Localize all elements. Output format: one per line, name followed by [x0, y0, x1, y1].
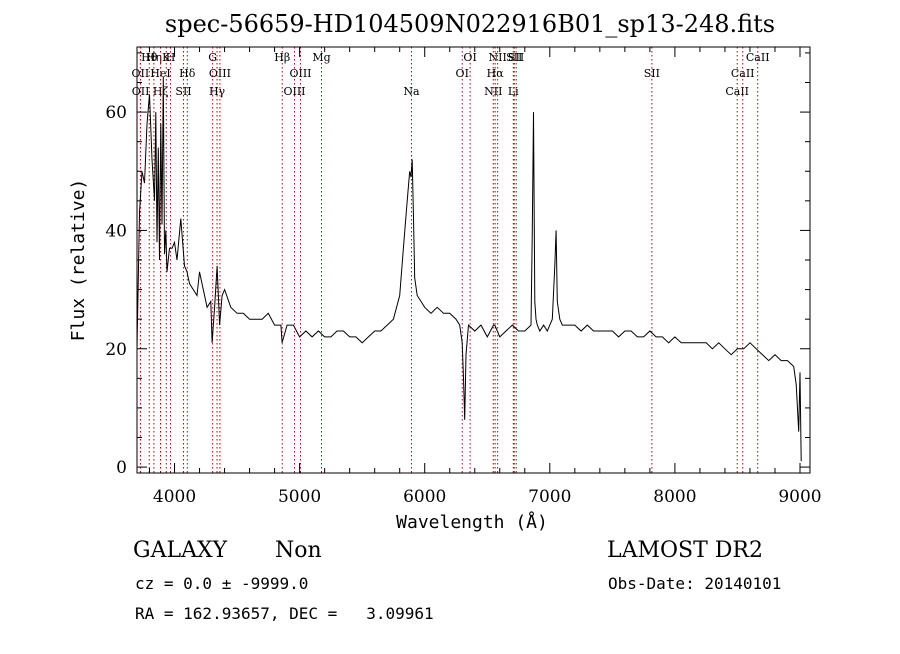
x-axis-label: Wavelength (Å): [396, 511, 548, 533]
marker-label-9: SII: [175, 85, 191, 98]
marker-label-7: H: [166, 51, 176, 64]
y-tick-label-0: 0: [116, 458, 127, 478]
x-tick-label-5000: 5000: [278, 487, 321, 507]
y-axis-label: Flux (relative): [68, 179, 89, 342]
marker-label-18: OI: [456, 67, 469, 80]
marker-label-29: CaII: [746, 51, 770, 64]
y-tick-label-40: 40: [105, 221, 127, 241]
marker-label-26: SII: [644, 67, 660, 80]
x-tick-label-9000: 9000: [778, 487, 821, 507]
marker-label-2: Hθ: [141, 51, 158, 64]
coordinates-line: RA = 162.93657, DEC = 3.09961: [135, 604, 434, 623]
x-tick-label-7000: 7000: [528, 487, 571, 507]
survey-name: LAMOST DR2: [607, 538, 763, 563]
y-tick-label-60: 60: [105, 103, 127, 123]
marker-label-13: Hβ: [274, 51, 290, 64]
marker-label-21: NII: [488, 51, 506, 64]
marker-label-15: OIII: [289, 67, 311, 80]
marker-label-14: OIII: [283, 85, 305, 98]
plot-frame: [136, 46, 811, 474]
x-axis: 4000 5000 6000 7000 8000 9000: [149, 47, 822, 507]
x-tick-label-4000: 4000: [153, 487, 196, 507]
marker-label-0: OII: [132, 67, 150, 80]
marker-label-6: K: [162, 51, 171, 64]
marker-label-3: Hη: [146, 51, 162, 64]
marker-label-20: NII: [484, 85, 502, 98]
marker-label-17: Na: [403, 85, 420, 98]
marker-label-22: Hα: [487, 67, 505, 80]
marker-label-16: Mg: [312, 51, 330, 64]
spectrum-series: [136, 76, 802, 462]
x-tick-label-6000: 6000: [403, 487, 446, 507]
spectral-subclass: Non: [275, 538, 322, 563]
marker-label-8: Hδ: [179, 67, 196, 80]
line-markers: OIIOIIHθHηHζHeIKHHδSIIGOIIIHγHβOIIIOIIIM…: [132, 47, 770, 473]
marker-label-27: CaII: [725, 85, 749, 98]
marker-label-19: OI: [463, 51, 476, 64]
redshift-line: cz = 0.0 ± -9999.0: [135, 574, 309, 593]
marker-label-11: OIII: [209, 67, 231, 80]
x-tick-label-8000: 8000: [653, 487, 696, 507]
chart-title: spec-56659-HD104509N022916B01_sp13-248.f…: [165, 10, 775, 38]
marker-label-1: OII: [132, 85, 150, 98]
marker-label-28: CaII: [731, 67, 755, 80]
y-axis: 0 20 40 60: [105, 52, 810, 478]
marker-label-10: G: [208, 51, 217, 64]
observation-date: Obs-Date: 20140101: [608, 574, 782, 593]
marker-label-25: SII: [508, 51, 524, 64]
marker-label-24: SII: [506, 51, 522, 64]
marker-label-5: HeI: [150, 67, 170, 80]
marker-label-23: Li: [508, 85, 519, 98]
spectral-class: GALAXY: [133, 538, 228, 563]
y-tick-label-20: 20: [105, 340, 127, 360]
spectrum-line: [136, 76, 802, 462]
marker-label-12: Hγ: [209, 85, 226, 98]
